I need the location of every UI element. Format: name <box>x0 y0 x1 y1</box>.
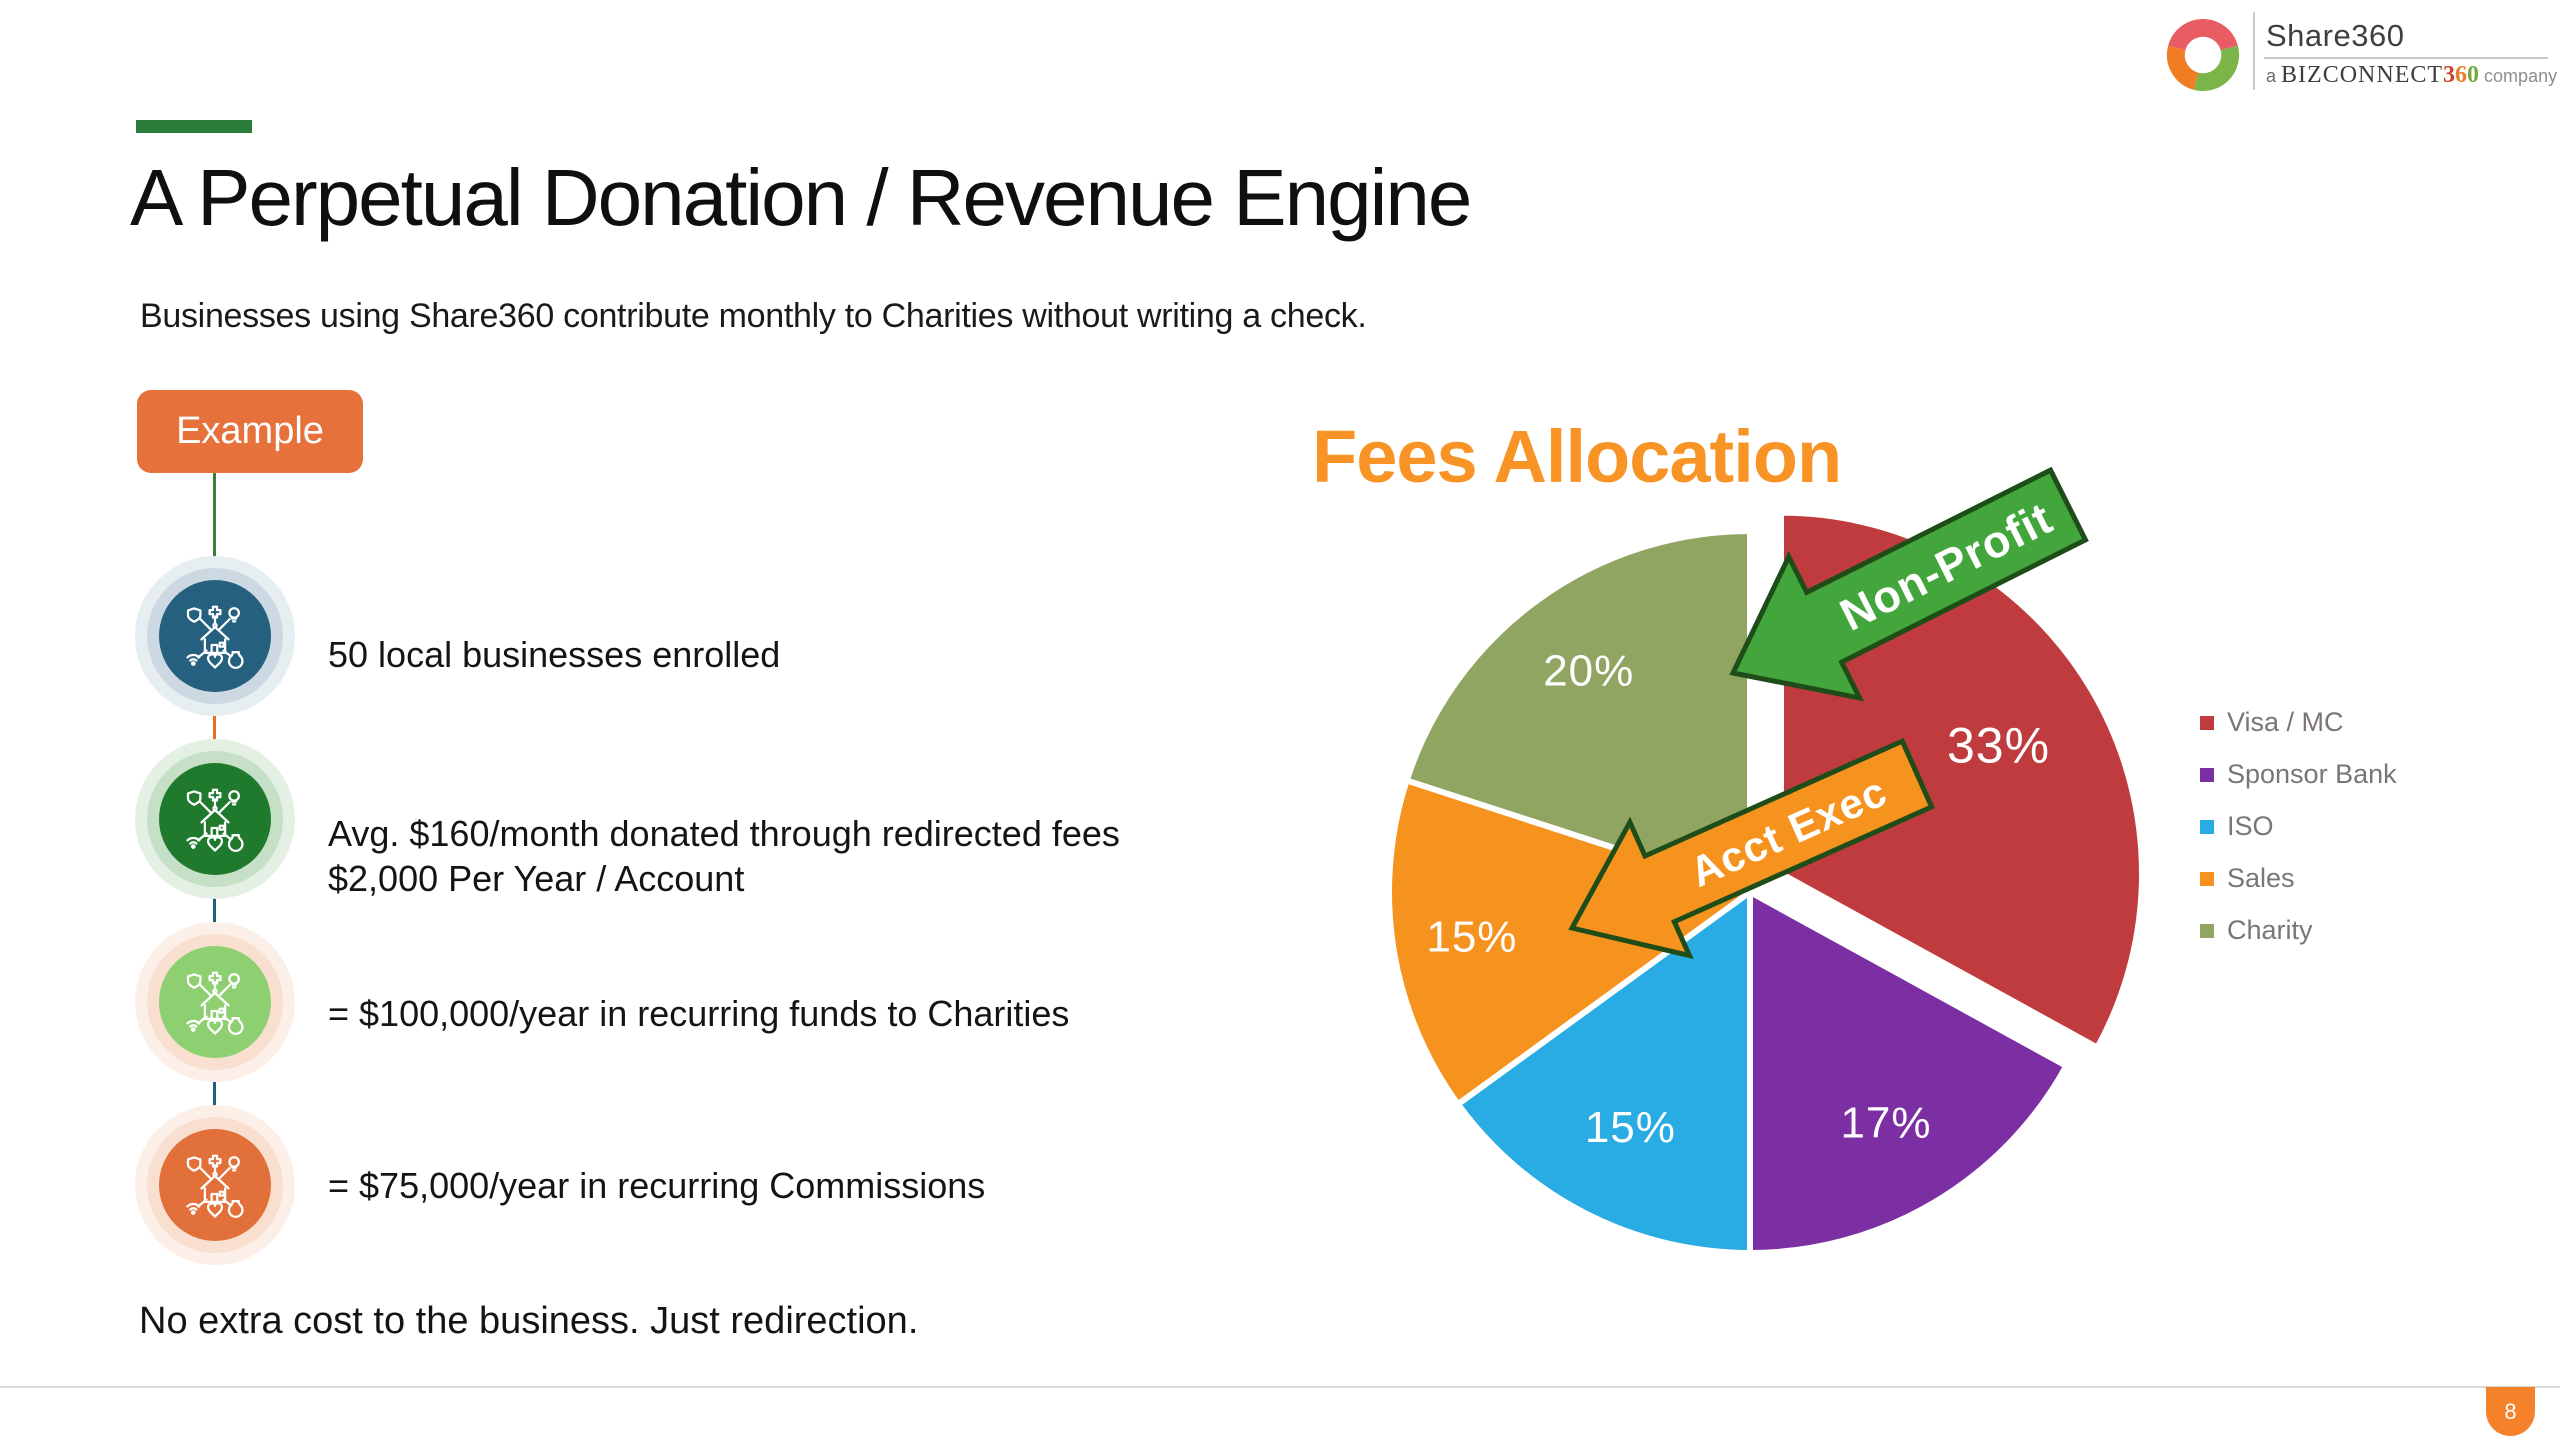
tagline-digit-3: 3 <box>2443 62 2456 88</box>
timeline-connector <box>213 636 216 819</box>
timeline-step-circle <box>159 946 271 1058</box>
slide-title: A Perpetual Donation / Revenue Engine <box>130 153 1472 242</box>
fees-allocation-title: Fees Allocation <box>1312 415 1842 498</box>
tagline-suffix: company <box>2484 66 2558 86</box>
legend-swatch <box>2200 871 2214 886</box>
acct-exec-arrow <box>1568 737 1935 960</box>
timeline-step-text: 50 local businesses enrolled <box>328 632 780 677</box>
example-badge-label: Example <box>176 410 324 452</box>
legend-item: ISO <box>2200 811 2397 841</box>
legend-label: Visa / MC <box>2227 707 2344 737</box>
pie-slice-label: 17% <box>1840 1098 1931 1147</box>
timeline-step-circle <box>159 1129 271 1241</box>
legend-item: Visa / MC <box>2200 707 2397 737</box>
timeline-step-text-line: $2,000 Per Year / Account <box>328 858 745 899</box>
pie-slice-sales <box>1386 777 1753 1108</box>
share360-logo <box>2158 10 2248 100</box>
legend-label: Sales <box>2227 863 2295 893</box>
timeline-connector <box>213 1002 216 1185</box>
legend-item: Sponsor Bank <box>2200 759 2397 789</box>
timeline-connector <box>213 819 216 1002</box>
chart-legend: Visa / MC Sponsor Bank ISO Sales Charity <box>2200 707 2397 968</box>
timeline-step-text: = $100,000/year in recurring funds to Ch… <box>328 991 1069 1036</box>
logo-divider-vertical <box>2253 12 2255 90</box>
closing-note: No extra cost to the business. Just redi… <box>139 1300 919 1342</box>
community-house-icon <box>179 783 251 855</box>
timeline-connector <box>213 473 216 636</box>
community-house-icon <box>179 1149 251 1221</box>
non-profit-arrow <box>1729 466 2089 702</box>
timeline-step-text-line: 50 local businesses enrolled <box>328 634 781 675</box>
legend-label: Charity <box>2227 915 2313 945</box>
timeline-step-text: Avg. $160/month donated through redirect… <box>328 811 1120 901</box>
tagline-prefix: a <box>2266 66 2277 86</box>
pie-slice-label: 15% <box>1426 912 1517 961</box>
tagline-digit-0: 0 <box>2467 62 2480 88</box>
tagline-brand: BIZCONNECT <box>2281 62 2444 88</box>
accent-bar <box>136 120 252 133</box>
page-number: 8 <box>2504 1398 2517 1424</box>
page-number-badge: 8 <box>2486 1387 2535 1436</box>
legend-swatch <box>2200 923 2214 938</box>
legend-item: Sales <box>2200 863 2397 893</box>
legend-swatch <box>2200 767 2214 782</box>
logo-name: Share360 <box>2266 18 2405 53</box>
legend-label: ISO <box>2227 811 2274 841</box>
tagline-digit-6: 6 <box>2455 62 2468 88</box>
community-house-icon <box>179 966 251 1038</box>
pie-slice-label: 33% <box>1947 718 2050 774</box>
timeline-step-circle <box>159 763 271 875</box>
example-badge: Example <box>137 390 363 473</box>
pie-slice-label: 15% <box>1585 1103 1676 1152</box>
pie-slice-iso <box>1454 889 1753 1256</box>
legend-label: Sponsor Bank <box>2227 759 2397 789</box>
legend-swatch <box>2200 819 2214 834</box>
timeline-step-text-line: Avg. $160/month donated through redirect… <box>328 813 1120 854</box>
pie-slice-sponsor-bank <box>1747 889 2070 1256</box>
timeline-step-text-line: = $75,000/year in recurring Commissions <box>328 1165 986 1206</box>
legend-item: Charity <box>2200 915 2397 945</box>
community-house-icon <box>179 600 251 672</box>
logo-swirl-icon <box>2166 19 2240 92</box>
pie-slice-charity <box>1403 528 1753 895</box>
timeline-step-text-line: = $100,000/year in recurring funds to Ch… <box>328 993 1070 1034</box>
pie-slice-label: 20% <box>1543 646 1634 695</box>
logo-tagline: a BIZCONNECT360 company <box>2266 62 2557 89</box>
legend-swatch <box>2200 715 2214 730</box>
logo-divider-horizontal <box>2264 57 2548 59</box>
timeline-step-text: = $75,000/year in recurring Commissions <box>328 1163 985 1208</box>
footer-divider <box>0 1386 2560 1388</box>
timeline-step-circle <box>159 580 271 692</box>
slide-subtitle: Businesses using Share360 contribute mon… <box>140 297 1367 335</box>
